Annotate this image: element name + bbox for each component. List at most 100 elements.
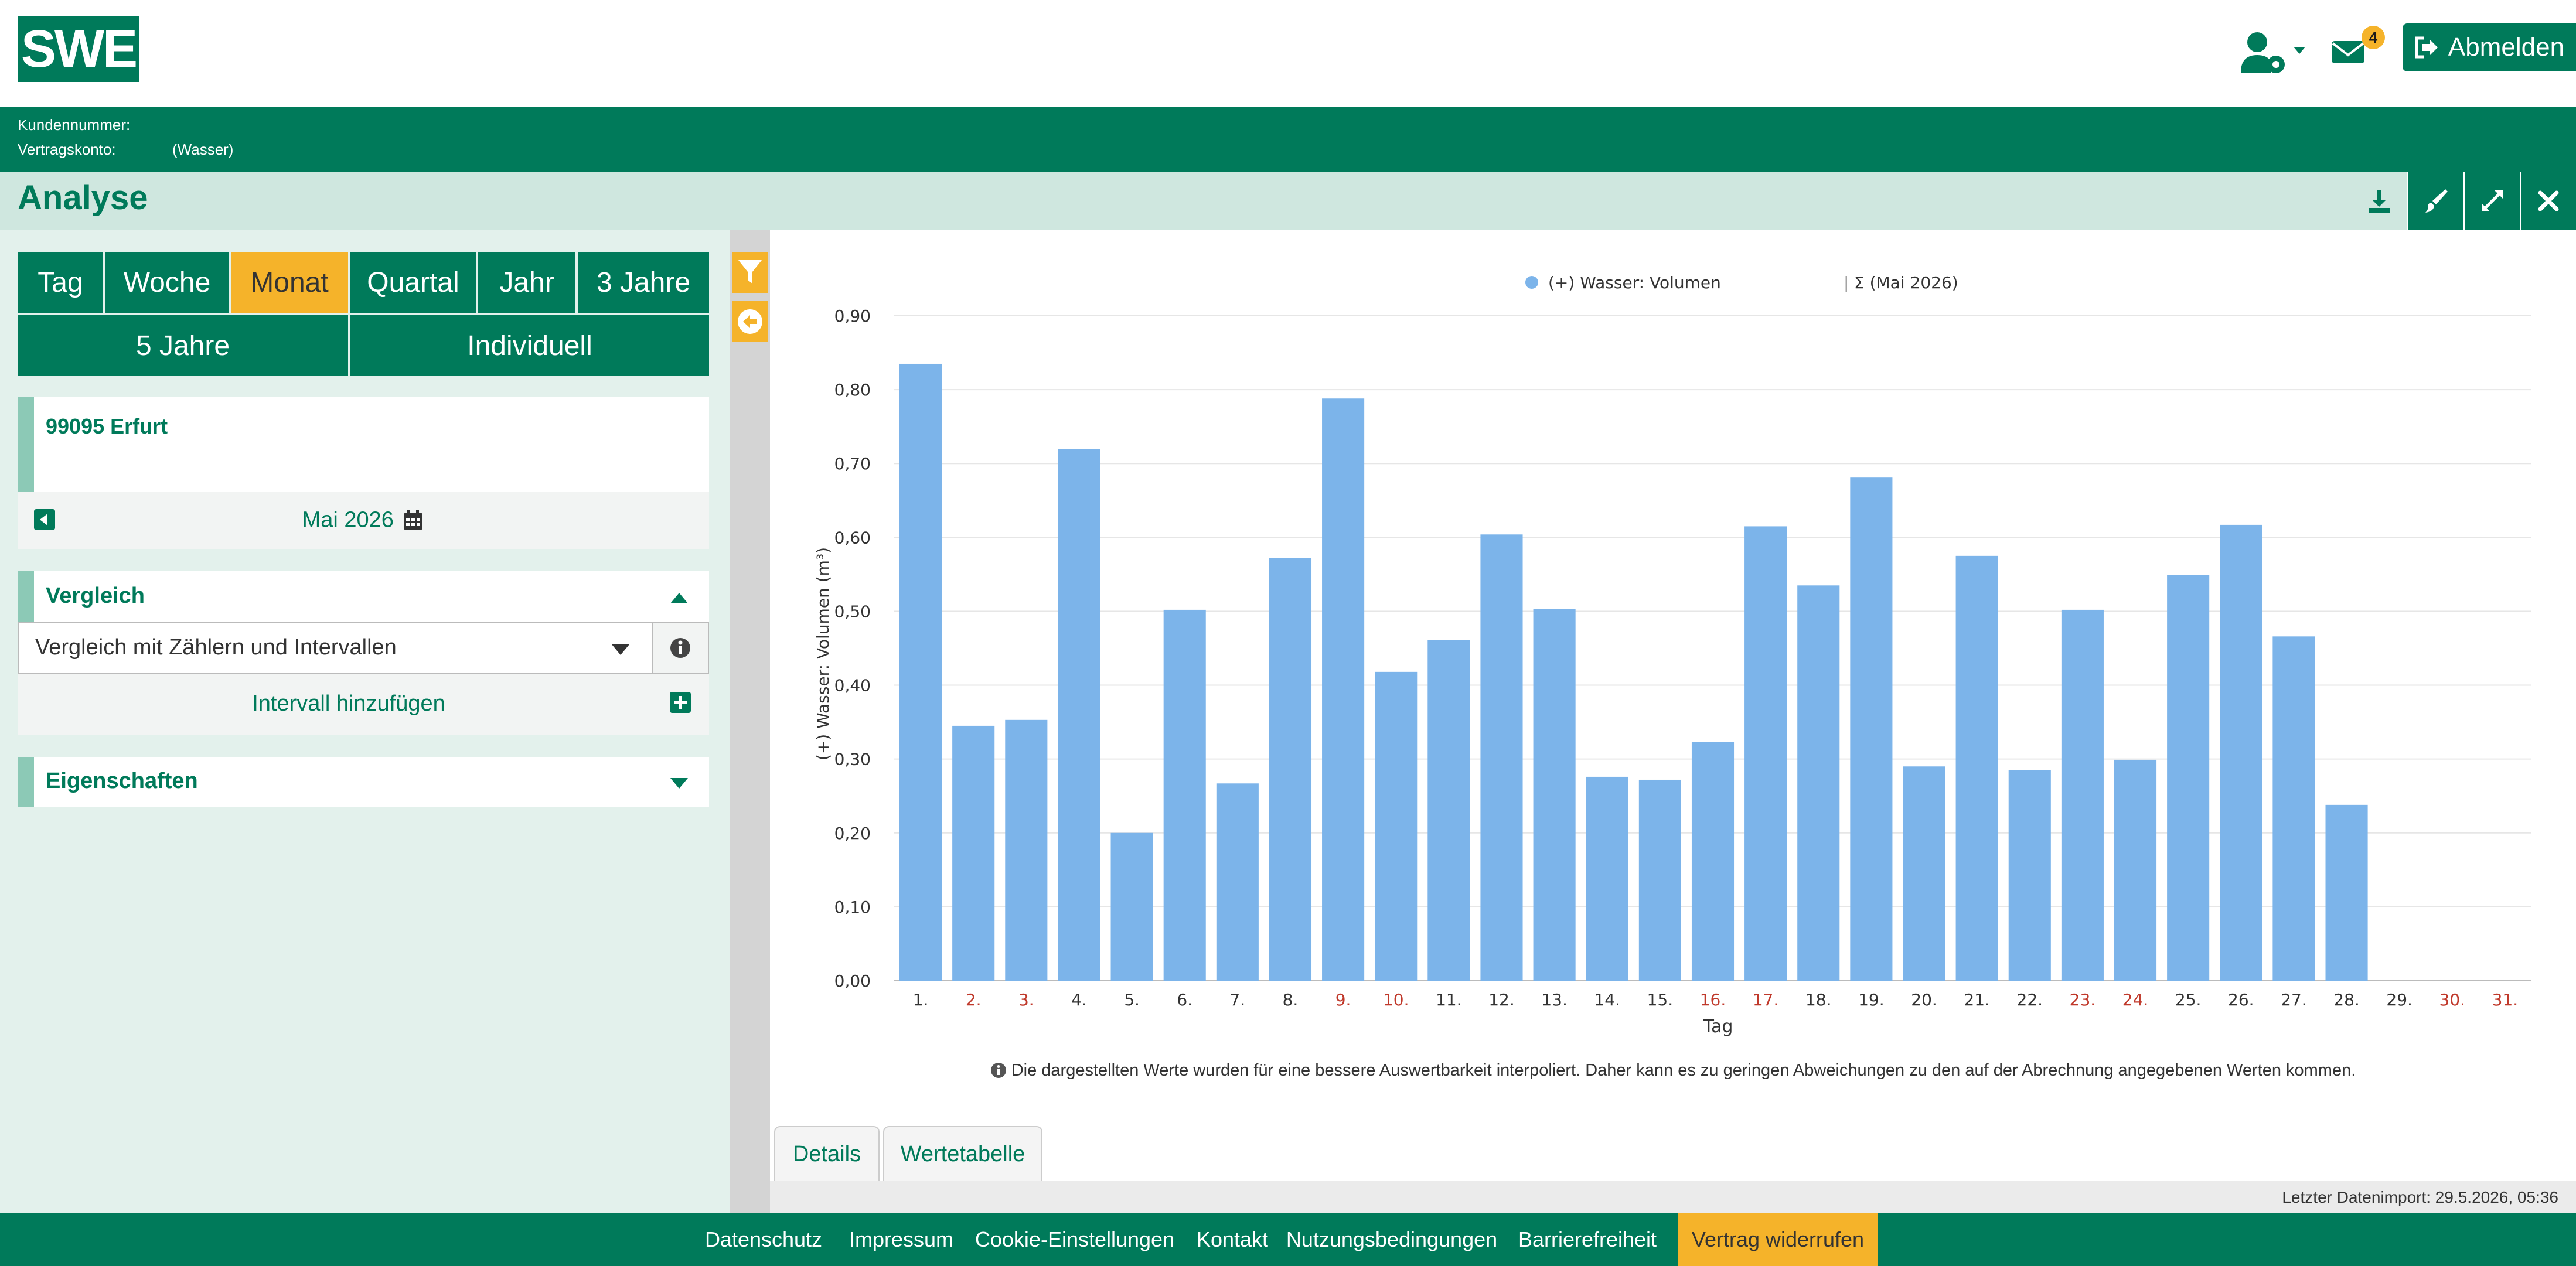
chevron-down-icon[interactable] bbox=[669, 777, 689, 790]
tab-details[interactable]: Details bbox=[774, 1126, 880, 1181]
bar-day-5[interactable] bbox=[1110, 832, 1153, 981]
card-accent bbox=[18, 571, 34, 622]
left-panel: Tag Woche Monat Quartal Jahr 3 Jahre 5 J… bbox=[0, 230, 730, 1213]
user-settings-menu[interactable] bbox=[2240, 29, 2310, 76]
vertragskonto-label: Vertragskonto: bbox=[18, 141, 116, 158]
status-bar: Letzter Datenimport: 29.5.2026, 05:36 bbox=[770, 1181, 2576, 1213]
period-individuell-button[interactable]: Individuell bbox=[350, 315, 709, 376]
bar-day-12[interactable] bbox=[1480, 534, 1523, 981]
y-axis-label: (+) Wasser: Volumen (m³) bbox=[813, 547, 833, 760]
x-tick-label: 1. bbox=[913, 990, 929, 1009]
interpolation-note-text: Die dargestellten Werte wurden für eine … bbox=[1011, 1060, 2356, 1080]
bar-day-17[interactable] bbox=[1744, 526, 1787, 981]
x-tick-label: 5. bbox=[1124, 990, 1140, 1009]
filter-button[interactable] bbox=[732, 252, 768, 293]
bar-day-20[interactable] bbox=[1903, 766, 1945, 981]
analysis-title-bar: Analyse bbox=[0, 172, 2576, 230]
vertragskonto-value: (Wasser) bbox=[172, 141, 234, 158]
expand-icon bbox=[2482, 190, 2503, 211]
caret-left-square-icon bbox=[34, 509, 55, 530]
location-name: 99095 Erfurt bbox=[46, 414, 168, 438]
caret-down-icon bbox=[612, 644, 629, 655]
info-button[interactable] bbox=[653, 622, 709, 674]
y-tick-label: 0,80 bbox=[834, 380, 871, 400]
collapse-vergleich-button[interactable] bbox=[669, 592, 689, 608]
footer-link-kontakt[interactable]: Kontakt bbox=[1196, 1227, 1269, 1251]
bar-day-23[interactable] bbox=[2061, 609, 2104, 981]
bar-day-4[interactable] bbox=[1058, 449, 1100, 981]
bar-day-7[interactable] bbox=[1216, 783, 1259, 981]
style-button[interactable] bbox=[2407, 172, 2463, 230]
footer-link-datenschutz[interactable]: Datenschutz bbox=[704, 1227, 823, 1251]
page-title: Analyse bbox=[18, 179, 148, 217]
period-3-jahre-button[interactable]: 3 Jahre bbox=[578, 252, 709, 313]
bar-day-9[interactable] bbox=[1322, 398, 1365, 981]
bar-day-16[interactable] bbox=[1691, 742, 1735, 981]
bar-day-27[interactable] bbox=[2272, 636, 2315, 981]
close-button[interactable] bbox=[2520, 172, 2576, 230]
fullscreen-button[interactable] bbox=[2463, 172, 2520, 230]
x-tick-label: 6. bbox=[1177, 990, 1192, 1009]
footer-link-barrierefreiheit[interactable]: Barrierefreiheit bbox=[1518, 1227, 1657, 1251]
footer-link-impressum[interactable]: Impressum bbox=[849, 1227, 954, 1251]
period-jahr-button[interactable]: Jahr bbox=[478, 252, 575, 313]
calendar-icon bbox=[404, 510, 423, 530]
bar-day-6[interactable] bbox=[1163, 609, 1206, 981]
bar-day-13[interactable] bbox=[1533, 609, 1576, 981]
y-tick-label: 0,90 bbox=[834, 306, 871, 326]
notification-badge: 4 bbox=[2362, 26, 2385, 49]
bar-day-14[interactable] bbox=[1586, 776, 1628, 981]
bar-day-21[interactable] bbox=[1955, 555, 1998, 981]
period-5-jahre-button[interactable]: 5 Jahre bbox=[18, 315, 348, 376]
x-axis-ticks: 1. 2. 3. 4. 5. 6. 7. 8. 9. 10. 11. 12. 13. 14. 15. 16. 1… bbox=[913, 990, 2518, 1009]
bar-day-28[interactable] bbox=[2325, 804, 2368, 981]
download-button[interactable] bbox=[2351, 172, 2407, 230]
bar-chart: (+) Wasser: Volumen | Σ (Mai 2026) 0,00 0… bbox=[813, 273, 2531, 1037]
x-tick-label: 29. bbox=[2386, 990, 2413, 1009]
swe-logo[interactable]: SWE bbox=[18, 16, 139, 82]
bar-day-25[interactable] bbox=[2167, 575, 2210, 981]
bar-day-3[interactable] bbox=[1005, 719, 1048, 981]
x-tick-label: 19. bbox=[1858, 990, 1885, 1009]
bar-day-19[interactable] bbox=[1850, 477, 1893, 981]
bottom-tabs: Details Wertetabelle bbox=[770, 1126, 2576, 1181]
bar-day-11[interactable] bbox=[1427, 640, 1470, 981]
tab-wertetabelle[interactable]: Wertetabelle bbox=[883, 1126, 1042, 1181]
bar-day-1[interactable] bbox=[899, 363, 942, 981]
bar-day-10[interactable] bbox=[1375, 671, 1418, 981]
last-import-label: Letzter Datenimport: 29.5.2026, 05:36 bbox=[2282, 1188, 2558, 1206]
footer-link-cookie-einstellungen[interactable]: Cookie-Einstellungen bbox=[974, 1227, 1175, 1251]
bar-day-8[interactable] bbox=[1269, 558, 1312, 981]
logout-button[interactable]: Abmelden bbox=[2403, 23, 2576, 71]
chart-area: (+) Wasser: Volumen | Σ (Mai 2026) 0,00 0… bbox=[770, 230, 2576, 1126]
month-selector[interactable]: Mai 2026 bbox=[18, 507, 709, 533]
footer-link-nutzungsbedingungen[interactable]: Nutzungsbedingungen bbox=[1286, 1227, 1498, 1251]
bar-day-15[interactable] bbox=[1638, 779, 1681, 981]
bar-day-26[interactable] bbox=[2220, 524, 2262, 981]
brush-icon bbox=[2425, 189, 2448, 213]
previous-month-button[interactable] bbox=[33, 508, 56, 531]
period-quartal-button[interactable]: Quartal bbox=[350, 252, 476, 313]
add-interval-row[interactable]: Intervall hinzufügen bbox=[18, 674, 709, 735]
x-tick-label: 27. bbox=[2281, 990, 2307, 1009]
info-icon bbox=[990, 1063, 1006, 1079]
x-tick-label: 21. bbox=[1964, 990, 1990, 1009]
legend-suffix: Σ (Mai 2026) bbox=[1854, 273, 1958, 292]
legend-marker bbox=[1525, 276, 1538, 289]
chart-legend[interactable]: (+) Wasser: Volumen | Σ (Mai 2026) bbox=[1525, 273, 1958, 292]
bar-day-24[interactable] bbox=[2114, 759, 2157, 981]
period-monat-button[interactable]: Monat bbox=[231, 252, 348, 313]
bar-day-18[interactable] bbox=[1797, 585, 1840, 981]
x-tick-label: 17. bbox=[1753, 990, 1779, 1009]
period-woche-button[interactable]: Woche bbox=[105, 252, 229, 313]
vergleich-select[interactable]: Vergleich mit Zählern und Intervallen bbox=[18, 622, 653, 674]
bar-day-2[interactable] bbox=[952, 725, 995, 981]
collapse-panel-button[interactable] bbox=[732, 301, 768, 342]
messages-button[interactable] bbox=[2329, 34, 2367, 69]
period-tag-button[interactable]: Tag bbox=[18, 252, 103, 313]
x-tick-label: 28. bbox=[2333, 990, 2360, 1009]
bar-day-22[interactable] bbox=[2008, 770, 2051, 981]
eigenschaften-card[interactable]: Eigenschaften bbox=[18, 757, 709, 807]
footer-link-vertrag-widerrufen[interactable]: Vertrag widerrufen bbox=[1678, 1213, 1878, 1266]
location-card: 99095 Erfurt Mai 2026 bbox=[18, 397, 709, 549]
